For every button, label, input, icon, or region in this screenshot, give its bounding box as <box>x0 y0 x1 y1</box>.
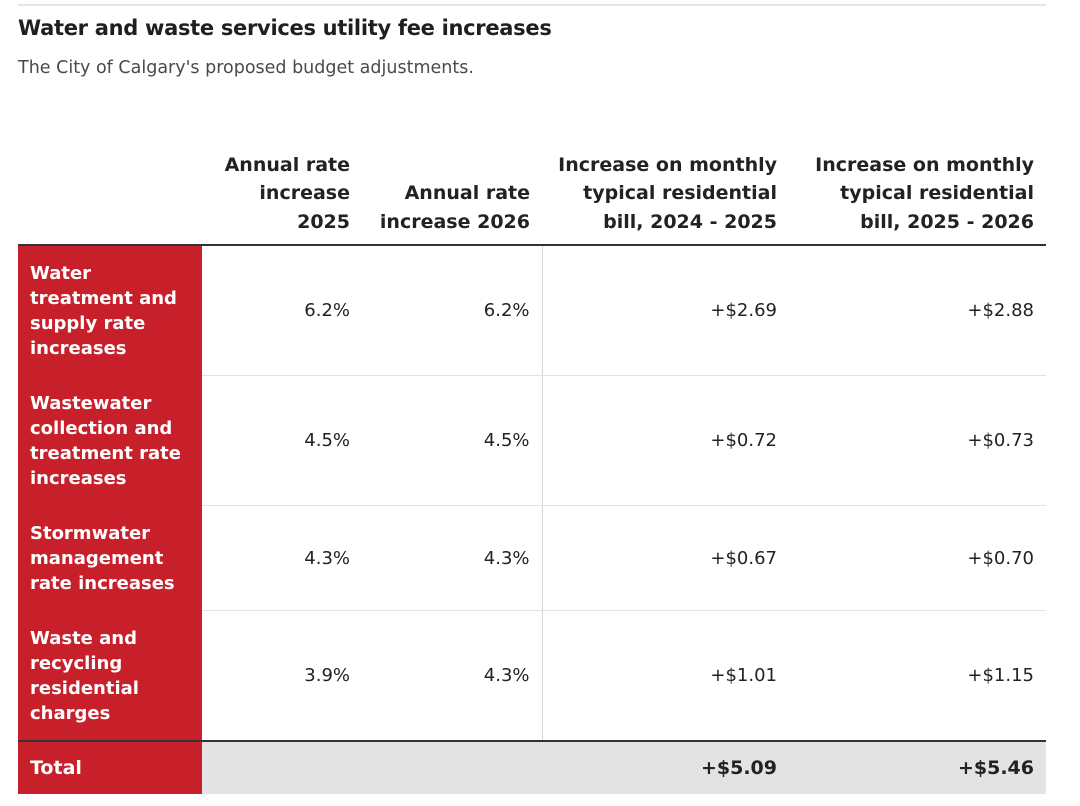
cell-rate-2025: 3.9% <box>202 610 362 742</box>
cell-bill-2025-2026: +$0.73 <box>789 375 1046 506</box>
cell-bill-2024-2025: +$1.01 <box>542 610 789 742</box>
cell-bill-2024-2025: +$2.69 <box>542 245 789 376</box>
chart-title: Water and waste services utility fee inc… <box>18 16 552 40</box>
row-label: Waste and recycling residential charges <box>18 610 202 742</box>
row-label: Wastewater collection and treatment rate… <box>18 375 202 506</box>
table-row: Waste and recycling residential charges … <box>18 610 1046 742</box>
column-header-rate-2026: Annual rate increase 2026 <box>362 112 542 246</box>
total-row: Total +$5.09 +$5.46 <box>18 740 1046 794</box>
row-label: Stormwater management rate increases <box>18 505 202 611</box>
cell-rate-2026: 4.3% <box>362 505 543 611</box>
cell-bill-2025-2026: +$0.70 <box>789 505 1046 611</box>
cell-rate-2025: 4.5% <box>202 375 362 506</box>
cell-bill-2024-2025: +$0.67 <box>542 505 789 611</box>
total-bill-2025-2026: +$5.46 <box>789 740 1046 794</box>
table-row: Wastewater collection and treatment rate… <box>18 375 1046 506</box>
chart-subtitle: The City of Calgary's proposed budget ad… <box>18 58 474 78</box>
column-header-rate-2025: Annual rate increase 2025 <box>202 112 362 246</box>
total-rate-2025 <box>202 740 362 794</box>
total-label: Total <box>18 740 202 794</box>
cell-bill-2025-2026: +$1.15 <box>789 610 1046 742</box>
column-header-blank <box>18 112 202 246</box>
cell-rate-2026: 4.3% <box>362 610 543 742</box>
cell-bill-2025-2026: +$2.88 <box>789 245 1046 376</box>
cell-rate-2025: 6.2% <box>202 245 362 376</box>
cell-rate-2026: 4.5% <box>362 375 543 506</box>
column-header-bill-2025-2026: Increase on monthly typical residential … <box>789 112 1046 246</box>
header-row: Annual rate increase 2025 Annual rate in… <box>18 112 1046 246</box>
cell-rate-2026: 6.2% <box>362 245 543 376</box>
cell-rate-2025: 4.3% <box>202 505 362 611</box>
data-table: Annual rate increase 2025 Annual rate in… <box>18 112 1046 794</box>
top-rule <box>18 4 1046 6</box>
row-label: Water treatment and supply rate increase… <box>18 245 202 376</box>
table-row: Stormwater management rate increases 4.3… <box>18 505 1046 611</box>
total-rate-2026 <box>362 740 542 794</box>
table-row: Water treatment and supply rate increase… <box>18 245 1046 376</box>
cell-bill-2024-2025: +$0.72 <box>542 375 789 506</box>
total-bill-2024-2025: +$5.09 <box>542 740 789 794</box>
column-header-bill-2024-2025: Increase on monthly typical residential … <box>542 112 789 246</box>
